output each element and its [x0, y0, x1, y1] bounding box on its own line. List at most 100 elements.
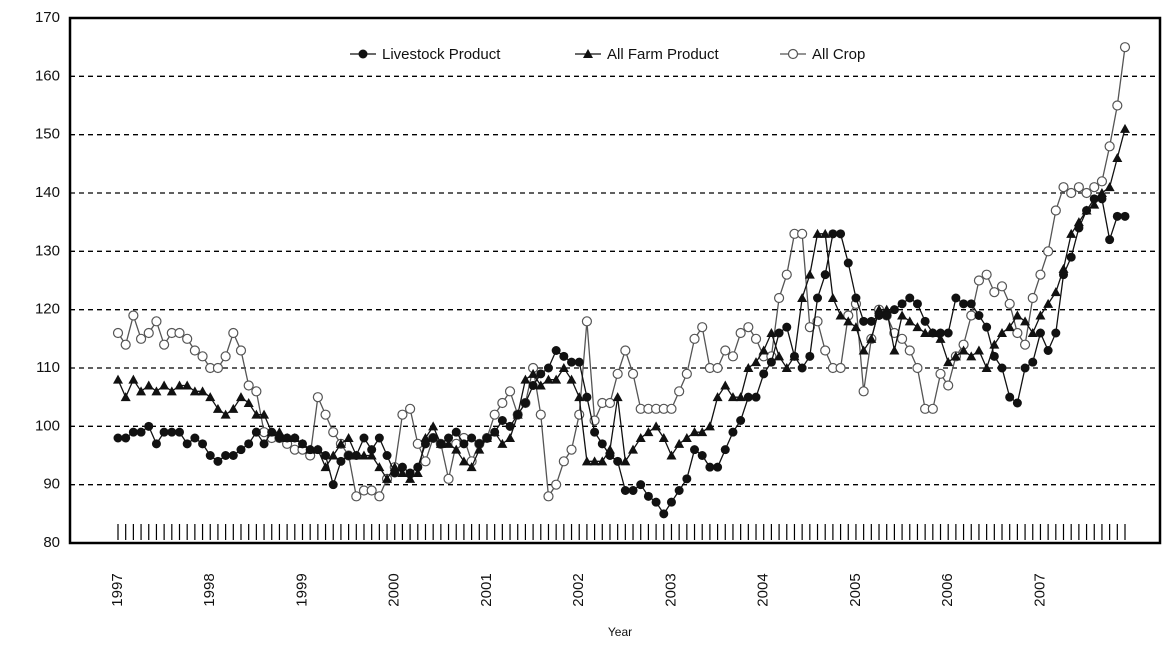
marker [804, 322, 815, 333]
marker [797, 228, 808, 239]
marker [635, 433, 646, 442]
marker [674, 386, 685, 397]
marker [966, 351, 977, 361]
marker [443, 473, 454, 484]
marker [243, 398, 254, 407]
marker [358, 450, 369, 460]
marker [589, 456, 600, 466]
marker [566, 444, 577, 455]
marker [412, 438, 423, 449]
marker [920, 316, 930, 326]
marker [405, 468, 415, 478]
marker [551, 374, 562, 384]
marker [1073, 182, 1084, 193]
marker [1066, 228, 1077, 238]
marker [651, 497, 661, 507]
marker [1035, 269, 1046, 280]
marker [889, 305, 899, 315]
marker [850, 322, 861, 332]
marker [666, 403, 677, 414]
marker [820, 345, 831, 356]
marker [205, 392, 216, 402]
marker [597, 456, 608, 466]
marker [343, 433, 354, 442]
marker [782, 322, 792, 332]
marker [551, 479, 562, 490]
marker [759, 369, 769, 379]
marker [251, 386, 262, 397]
x-tick-label: 2000 [386, 573, 403, 606]
marker [905, 293, 915, 303]
marker [797, 293, 808, 302]
marker [928, 328, 938, 338]
marker [704, 421, 715, 431]
marker [689, 333, 700, 344]
marker [467, 433, 477, 443]
marker [220, 409, 231, 419]
marker [1005, 392, 1015, 402]
marker [390, 468, 400, 478]
marker [566, 374, 577, 384]
marker [143, 327, 154, 339]
marker [374, 491, 385, 502]
marker [1059, 270, 1069, 280]
marker [359, 433, 369, 443]
marker [151, 439, 161, 449]
marker [851, 293, 861, 303]
marker [135, 333, 147, 344]
marker [244, 439, 254, 449]
marker [397, 468, 408, 477]
marker [413, 462, 423, 472]
marker [236, 445, 246, 455]
marker [120, 339, 131, 350]
marker [335, 438, 346, 448]
marker [251, 427, 261, 437]
marker [720, 345, 731, 356]
marker [1097, 194, 1107, 204]
marker [727, 392, 738, 402]
marker [858, 386, 869, 397]
marker [543, 363, 553, 373]
marker [605, 451, 615, 460]
marker [697, 427, 708, 437]
marker [943, 328, 953, 338]
marker [313, 445, 323, 455]
marker [128, 427, 138, 437]
marker [182, 380, 193, 390]
y-tick-label: 140 [35, 184, 60, 201]
marker [1004, 322, 1015, 332]
marker [428, 421, 439, 431]
marker [1104, 182, 1115, 192]
marker [490, 427, 500, 437]
y-tick-label: 120 [35, 301, 60, 318]
marker [251, 409, 262, 419]
marker [535, 380, 546, 390]
marker [489, 409, 500, 420]
marker [466, 462, 477, 472]
marker [681, 368, 692, 379]
marker [228, 327, 239, 339]
marker [1043, 246, 1054, 257]
marker [136, 427, 146, 437]
marker [497, 416, 507, 425]
marker [912, 322, 923, 332]
marker [1096, 176, 1108, 187]
marker [1074, 223, 1084, 233]
marker [228, 451, 238, 460]
marker [973, 345, 984, 355]
marker [674, 438, 685, 448]
marker [159, 380, 170, 390]
marker [836, 229, 846, 239]
marker [758, 345, 769, 355]
marker [690, 445, 700, 455]
marker [504, 386, 516, 397]
marker [321, 451, 331, 460]
marker [558, 456, 569, 467]
marker [896, 333, 908, 344]
legend-label: Livestock Product [382, 46, 501, 63]
marker [1043, 346, 1053, 355]
marker [858, 345, 869, 355]
marker [382, 451, 392, 460]
marker [290, 433, 300, 443]
marker [974, 311, 984, 320]
